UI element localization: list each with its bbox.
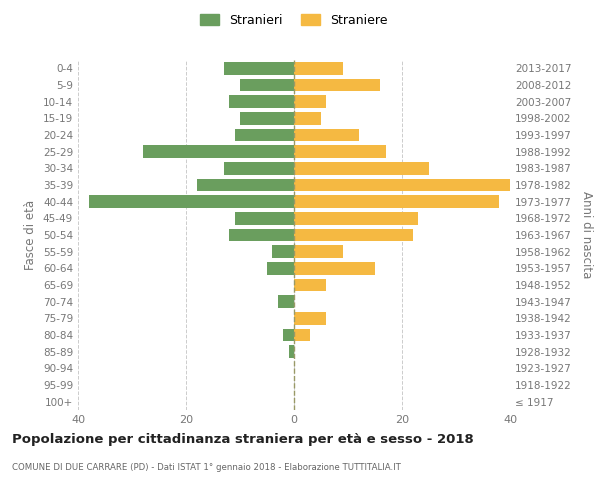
Bar — [294, 62, 343, 74]
Bar — [294, 162, 429, 174]
Bar — [294, 262, 375, 274]
Bar — [294, 246, 343, 258]
Bar — [89, 196, 294, 208]
Bar — [272, 246, 294, 258]
Bar — [283, 329, 294, 341]
Y-axis label: Fasce di età: Fasce di età — [25, 200, 37, 270]
Bar — [143, 146, 294, 158]
Bar — [224, 162, 294, 174]
Bar — [294, 179, 510, 192]
Y-axis label: Anni di nascita: Anni di nascita — [580, 192, 593, 278]
Bar — [229, 96, 294, 108]
Bar — [235, 129, 294, 141]
Bar — [294, 112, 321, 124]
Bar — [294, 96, 326, 108]
Bar — [229, 229, 294, 241]
Bar — [197, 179, 294, 192]
Bar — [294, 79, 380, 92]
Bar — [267, 262, 294, 274]
Bar — [278, 296, 294, 308]
Bar — [294, 146, 386, 158]
Bar — [294, 229, 413, 241]
Bar — [294, 212, 418, 224]
Bar — [240, 112, 294, 124]
Legend: Stranieri, Straniere: Stranieri, Straniere — [196, 8, 392, 32]
Bar — [240, 79, 294, 92]
Bar — [294, 196, 499, 208]
Bar — [294, 129, 359, 141]
Bar — [294, 312, 326, 324]
Bar — [224, 62, 294, 74]
Text: Popolazione per cittadinanza straniera per età e sesso - 2018: Popolazione per cittadinanza straniera p… — [12, 432, 474, 446]
Bar — [294, 279, 326, 291]
Bar — [294, 329, 310, 341]
Text: COMUNE DI DUE CARRARE (PD) - Dati ISTAT 1° gennaio 2018 - Elaborazione TUTTITALI: COMUNE DI DUE CARRARE (PD) - Dati ISTAT … — [12, 462, 401, 471]
Bar — [289, 346, 294, 358]
Bar — [235, 212, 294, 224]
